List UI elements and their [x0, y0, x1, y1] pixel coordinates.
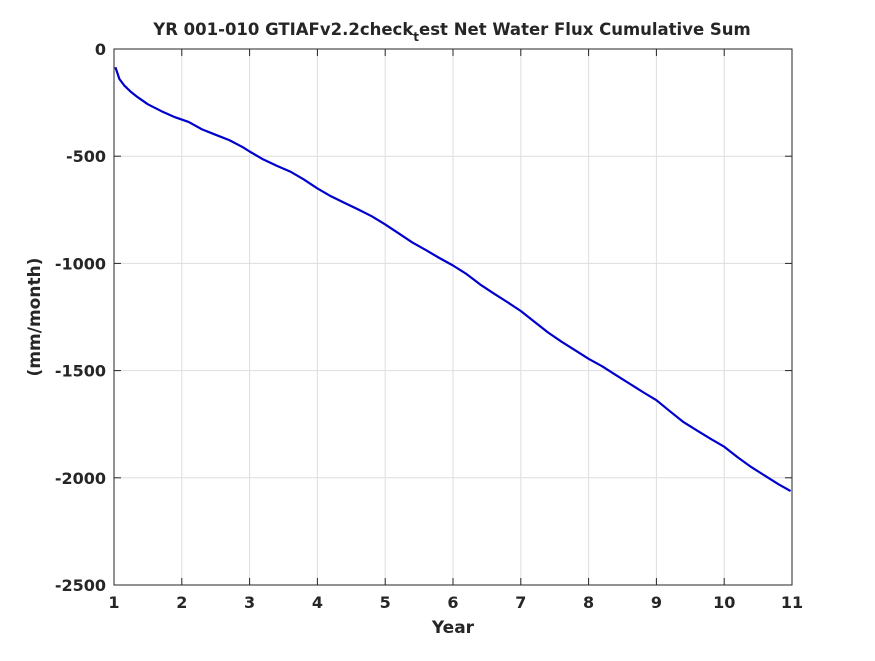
- x-tick-label: 5: [380, 593, 391, 612]
- x-tick-label: 3: [244, 593, 255, 612]
- x-tick-label: 8: [583, 593, 594, 612]
- y-tick-label: -2000: [55, 469, 106, 488]
- chart-title-suffix: est Net Water Flux Cumulative Sum: [419, 20, 751, 39]
- chart-title-prefix: YR 001-010 GTIAFv2.2check: [152, 20, 414, 39]
- y-tick-label: -2500: [55, 576, 106, 595]
- grid-lines: [114, 49, 792, 585]
- series-lines: [114, 66, 792, 493]
- x-tick-label: 11: [781, 593, 803, 612]
- y-tick-label: -1500: [55, 362, 106, 381]
- y-tick-label: -1000: [55, 254, 106, 273]
- x-tick-label: 7: [515, 593, 526, 612]
- y-axis-title: (mm/month): [25, 258, 45, 377]
- x-tick-label: 2: [176, 593, 187, 612]
- chart-title-subscript: t: [413, 30, 419, 44]
- x-tick-label: 9: [651, 593, 662, 612]
- x-tick-label: 10: [713, 593, 735, 612]
- x-tick-label: 4: [312, 593, 323, 612]
- y-tick-label: -500: [66, 147, 106, 166]
- cumulative-sum-line: [114, 66, 792, 493]
- axis-ticks: [113, 48, 793, 586]
- y-tick-label: 0: [95, 40, 106, 59]
- chart-title: YR 001-010 GTIAFv2.2checktest Net Water …: [152, 20, 750, 44]
- x-axis-title: Year: [431, 618, 475, 638]
- tick-labels: 1 2 3 4 5 6 7 8 9 10 11 0 -500 -1000 -1500 -2000 -2500: [55, 40, 803, 612]
- x-tick-label: 1: [108, 593, 119, 612]
- x-tick-label: 6: [447, 593, 458, 612]
